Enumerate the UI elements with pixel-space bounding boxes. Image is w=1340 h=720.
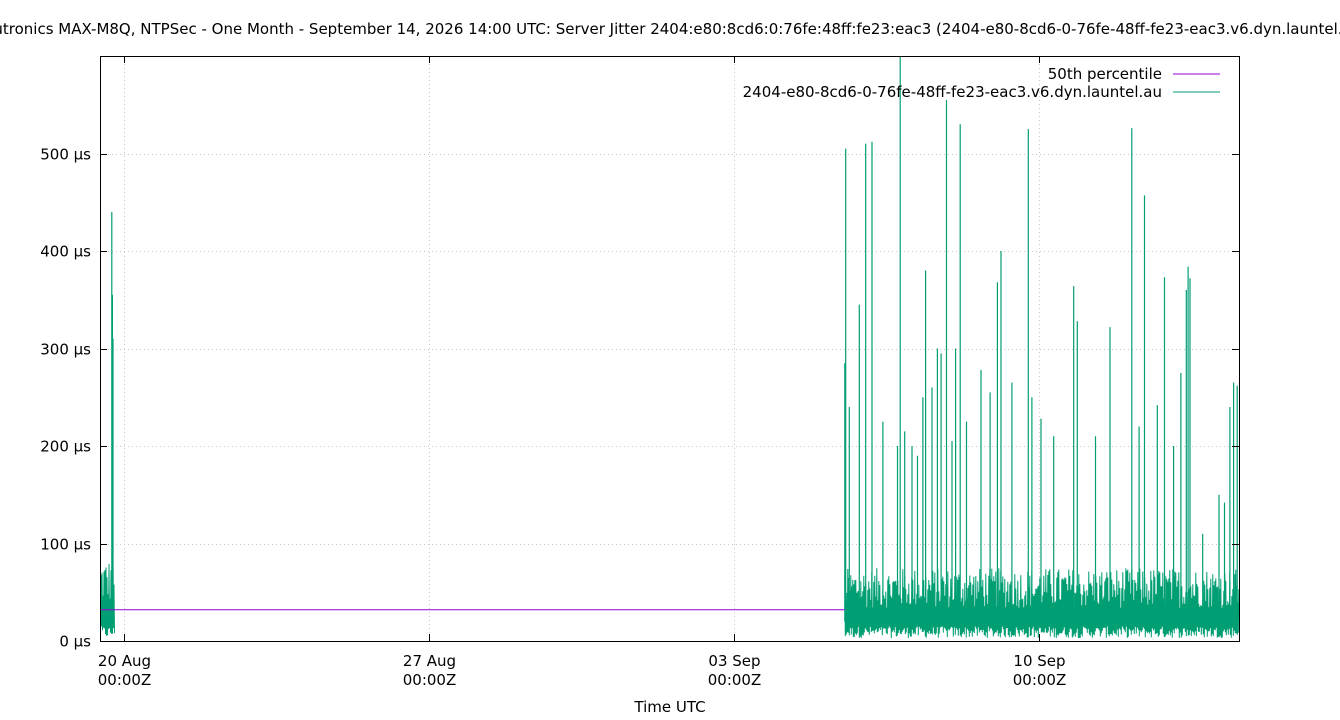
y-tick-label: 0 µs [59, 633, 91, 651]
axis-ticks: 0 µs 100 µs 200 µs 300 µs 400 µs 500 µs 20 Aug… [40, 56, 1239, 689]
x-tick-label: 03 Sep [708, 652, 760, 670]
y-tick-label: 400 µs [40, 243, 91, 261]
y-tick-label: 300 µs [40, 341, 91, 359]
y-tick-label: 200 µs [40, 438, 91, 456]
plot-series [100, 56, 1239, 639]
x-tick-label: 27 Aug [403, 652, 456, 670]
x-tick-label: 10 Sep [1013, 652, 1065, 670]
legend-label: 50th percentile [1048, 65, 1162, 83]
chart-title: Uputronics MAX-M8Q, NTPSec - One Month -… [0, 20, 1340, 38]
y-tick-label: 100 µs [40, 536, 91, 554]
x-tick-label: 00:00Z [708, 671, 762, 689]
legend: 50th percentile2404-e80-8cd6-0-76fe-48ff… [743, 65, 1220, 101]
x-tick-label: 20 Aug [98, 652, 151, 670]
x-tick-label: 00:00Z [1013, 671, 1067, 689]
x-tick-label: 00:00Z [403, 671, 457, 689]
jitter-band [844, 568, 1239, 639]
y-tick-label: 500 µs [40, 146, 91, 164]
legend-label: 2404-e80-8cd6-0-76fe-48ff-fe23-eac3.v6.d… [743, 83, 1162, 101]
gridlines [100, 56, 1239, 641]
x-axis-label: Time UTC [633, 698, 705, 716]
x-tick-label: 00:00Z [98, 671, 152, 689]
